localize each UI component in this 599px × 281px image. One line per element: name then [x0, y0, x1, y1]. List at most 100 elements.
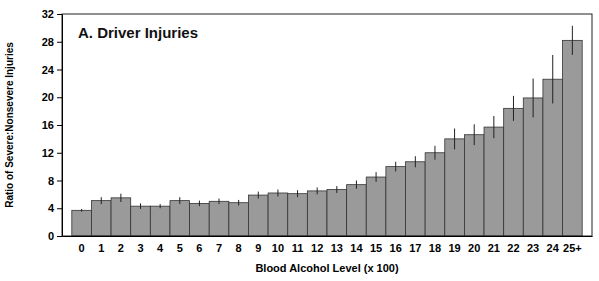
x-tick-label: 3 [137, 242, 143, 254]
x-tick: 19 [448, 242, 460, 254]
error-line [199, 201, 200, 207]
error-line [336, 186, 337, 193]
x-tick: 13 [331, 242, 343, 254]
x-tick-label: 0 [79, 242, 85, 254]
x-tick: 20 [468, 242, 480, 254]
error-bar [160, 204, 161, 208]
y-tick-label: 20 [42, 91, 54, 103]
x-tick: 5 [177, 242, 183, 254]
error-bar [552, 55, 553, 104]
error-bar [238, 200, 239, 206]
x-tick-label: 23 [527, 242, 539, 254]
bar [347, 185, 367, 236]
bar [150, 206, 170, 236]
error-bar [493, 116, 494, 138]
x-tick: 23 [527, 242, 539, 254]
bar [91, 201, 111, 236]
y-tick-mark [57, 97, 62, 98]
bar [190, 203, 210, 236]
error-bar [101, 197, 102, 204]
y-tick-label: 12 [42, 147, 54, 159]
y-tick: 32 [42, 8, 62, 20]
bar [170, 201, 190, 236]
x-tick-label: 17 [409, 242, 421, 254]
y-tick-mark [57, 14, 62, 15]
x-tick-label: 10 [272, 242, 284, 254]
bar [248, 195, 268, 236]
error-bar [258, 192, 259, 199]
x-tick: 15 [370, 242, 382, 254]
x-tick-label: 18 [429, 242, 441, 254]
x-tick: 24 [547, 242, 560, 254]
error-bar [219, 199, 220, 205]
x-tick-label: 24 [547, 242, 560, 254]
x-tick: 11 [292, 242, 304, 254]
y-tick-label: 4 [48, 202, 55, 214]
error-line [219, 199, 220, 205]
bar [504, 108, 524, 236]
x-tick-label: 11 [292, 242, 304, 254]
error-line [395, 162, 396, 172]
error-line [258, 192, 259, 199]
x-tick-label: 15 [370, 242, 382, 254]
bar [425, 153, 445, 236]
y-tick: 8 [48, 175, 62, 187]
y-axis-line [62, 15, 63, 237]
error-line [513, 96, 514, 121]
x-tick-label: 9 [255, 242, 261, 254]
error-line [81, 209, 82, 212]
bar [288, 194, 308, 236]
bar [563, 40, 583, 236]
error-line [415, 156, 416, 167]
y-tick: 24 [42, 64, 62, 76]
x-tick: 14 [350, 242, 363, 254]
x-tick: 21 [488, 242, 500, 254]
x-tick-label: 1 [98, 242, 104, 254]
error-line [434, 146, 435, 160]
y-tick-mark [57, 70, 62, 71]
x-tick-label: 6 [196, 242, 202, 254]
error-bar [395, 162, 396, 172]
x-tick-label: 13 [331, 242, 343, 254]
y-tick-mark [57, 125, 62, 126]
error-line [120, 194, 121, 202]
error-line [179, 197, 180, 204]
y-axis-title: Ratio of Severe:Nonsevere Injuries [4, 42, 15, 208]
x-tick: 12 [311, 242, 323, 254]
error-bar [474, 124, 475, 145]
bar [111, 198, 131, 236]
error-line [238, 200, 239, 206]
y-axis: 048121620242832 [42, 8, 63, 242]
x-tick: 10 [272, 242, 284, 254]
error-line [454, 128, 455, 149]
error-bar [454, 128, 455, 149]
y-tick-mark [57, 153, 62, 154]
y-tick-mark [57, 42, 62, 43]
x-tick-label: 12 [311, 242, 323, 254]
y-tick-mark [57, 236, 62, 237]
error-line [356, 181, 357, 189]
x-tick-label: 2 [118, 242, 124, 254]
x-tick-label: 22 [507, 242, 519, 254]
error-line [140, 203, 141, 209]
x-tick: 3 [137, 242, 143, 254]
y-tick: 12 [42, 147, 62, 159]
x-tick: 25+ [563, 242, 582, 254]
y-tick: 28 [42, 36, 62, 48]
y-tick-label: 0 [48, 230, 54, 242]
error-line [376, 172, 377, 182]
error-bar [533, 79, 534, 118]
bar [229, 203, 249, 236]
bar [131, 206, 151, 236]
x-tick-label: 20 [468, 242, 480, 254]
error-bar [199, 201, 200, 207]
x-tick-label: 5 [177, 242, 183, 254]
error-line [493, 116, 494, 138]
plot-frame [62, 14, 592, 236]
error-bar [513, 96, 514, 121]
error-line [552, 55, 553, 104]
x-axis: 0123456789101112131415161718192021222324… [63, 237, 593, 254]
error-line [533, 79, 534, 118]
y-tick-label: 24 [42, 64, 55, 76]
x-axis-title: Blood Alcohol Level (x 100) [255, 262, 399, 274]
